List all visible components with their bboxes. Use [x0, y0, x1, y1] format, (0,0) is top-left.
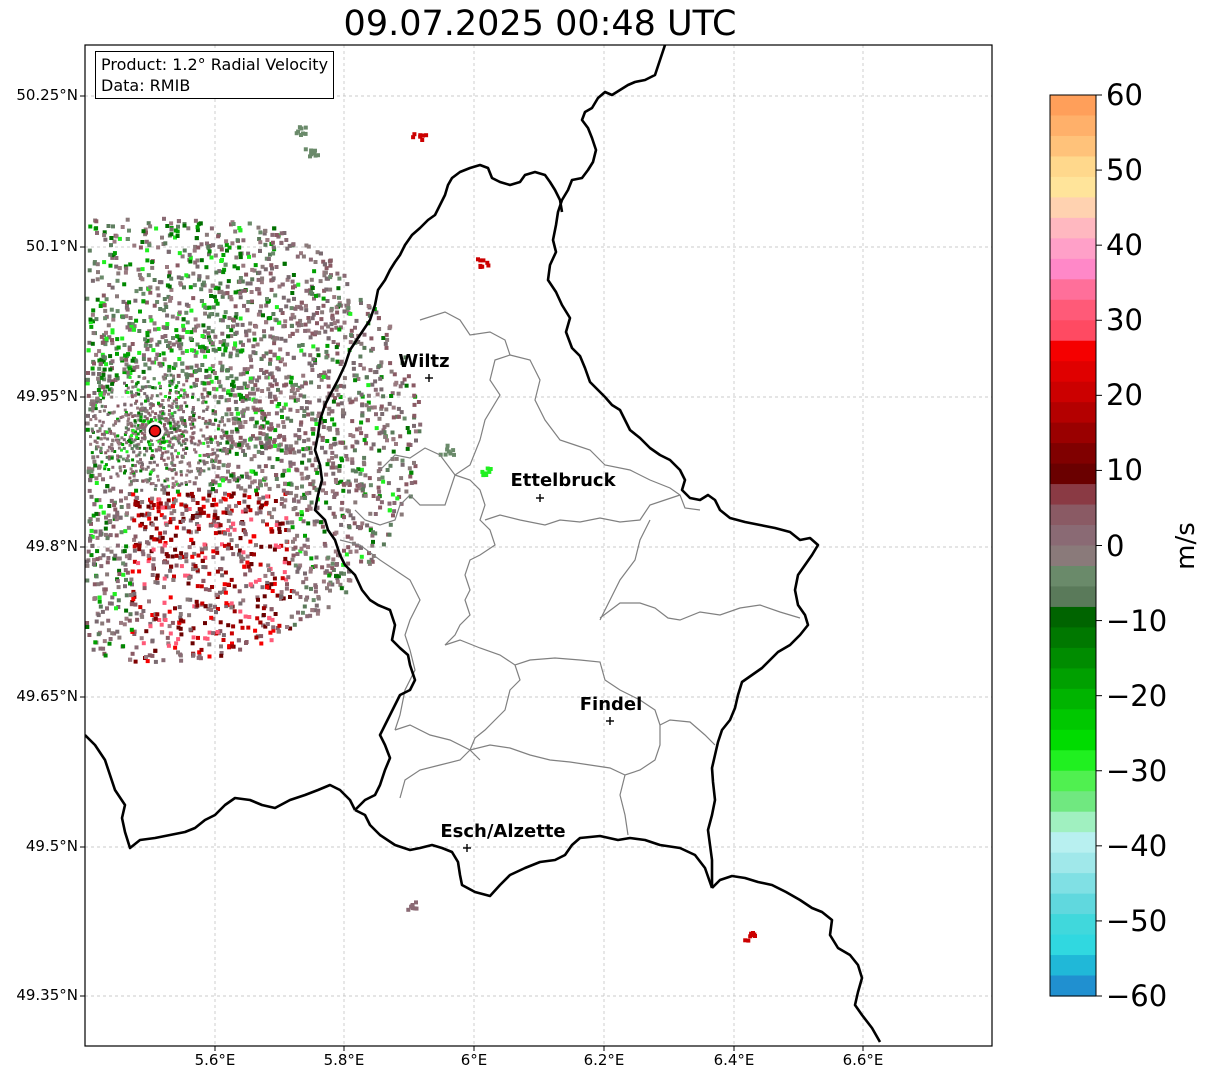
- colorbar-band: [1050, 873, 1096, 895]
- axis-ticks: [80, 95, 864, 1051]
- colorbar-band: [1050, 750, 1096, 772]
- lon-tick-label: 6.6°E: [842, 1051, 884, 1069]
- colorbar-tick-label: −40: [1106, 828, 1168, 863]
- colorbar-tick-label: −20: [1106, 678, 1168, 713]
- colorbar-band: [1050, 484, 1096, 506]
- colorbar-band: [1050, 832, 1096, 854]
- colorbar-band: [1050, 586, 1096, 608]
- lon-tick-label: 6.2°E: [583, 1051, 625, 1069]
- colorbar-band: [1050, 934, 1096, 956]
- colorbar-band: [1050, 668, 1096, 690]
- colorbar-band: [1050, 852, 1096, 874]
- colorbar-bands: [1050, 95, 1096, 997]
- colorbar-band: [1050, 770, 1096, 792]
- colorbar-band: [1050, 217, 1096, 239]
- colorbar-band: [1050, 156, 1096, 178]
- colorbar-band: [1050, 340, 1096, 362]
- colorbar-band: [1050, 320, 1096, 342]
- country-borders: [85, 45, 882, 1043]
- lat-tick-label: 50.25°N: [16, 86, 78, 104]
- colorbar-band: [1050, 361, 1096, 383]
- colorbar-band: [1050, 914, 1096, 936]
- colorbar-band: [1050, 258, 1096, 280]
- city-markers: [425, 374, 614, 852]
- city-label-ettelbruck: Ettelbruck: [510, 470, 616, 491]
- lat-tick-label: 49.5°N: [25, 837, 78, 855]
- colorbar-tick-label: 40: [1106, 228, 1143, 263]
- colorbar-band: [1050, 565, 1096, 588]
- radar-site-marker: [148, 424, 162, 438]
- colorbar-tick-label: 30: [1106, 303, 1143, 338]
- lat-tick-label: 49.8°N: [25, 537, 78, 555]
- colorbar-band: [1050, 279, 1096, 301]
- colorbar-tick-label: 60: [1106, 78, 1143, 112]
- lon-tick-label: 6.4°E: [713, 1051, 755, 1069]
- map-title: 09.07.2025 00:48 UTC: [343, 4, 737, 44]
- colorbar-tick-label: 10: [1106, 453, 1143, 488]
- lat-tick-label: 49.65°N: [16, 687, 78, 705]
- colorbar-tick-label: −10: [1106, 603, 1168, 638]
- colorbar-band: [1050, 238, 1096, 260]
- colorbar-label: m/s: [1171, 522, 1201, 570]
- canton-borders: [339, 311, 801, 836]
- colorbar-band: [1050, 545, 1096, 567]
- lat-tick-label: 50.1°N: [25, 237, 78, 255]
- city-label-esch-alzette: Esch/Alzette: [440, 821, 566, 842]
- lon-tick-label: 5.8°E: [323, 1051, 365, 1069]
- colorbar-band: [1050, 606, 1096, 629]
- colorbar-band: [1050, 627, 1096, 649]
- colorbar-band: [1050, 381, 1096, 403]
- colorbar-band: [1050, 443, 1096, 465]
- colorbar-tick-label: −30: [1106, 753, 1168, 788]
- lon-tick-label: 6°E: [460, 1051, 488, 1069]
- colorbar-band: [1050, 893, 1096, 915]
- colorbar-band: [1050, 95, 1096, 117]
- colorbar-band: [1050, 135, 1096, 158]
- colorbar-band: [1050, 463, 1096, 485]
- colorbar-tick-label: −50: [1106, 903, 1168, 938]
- colorbar-band: [1050, 299, 1096, 321]
- colorbar-band: [1050, 504, 1096, 526]
- colorbar-band: [1050, 791, 1096, 813]
- radar-echoes: [85, 125, 757, 943]
- colorbar-band: [1050, 115, 1096, 137]
- colorbar-band: [1050, 176, 1096, 198]
- map-border: [84, 44, 993, 1047]
- colorbar: [1049, 94, 1102, 997]
- colorbar-band: [1050, 975, 1096, 997]
- colorbar-band: [1050, 525, 1096, 547]
- colorbar-band: [1050, 422, 1096, 444]
- lat-tick-label: 49.35°N: [16, 986, 78, 1004]
- product-label: Product: 1.2° Radial Velocity: [101, 55, 329, 74]
- colorbar-band: [1050, 647, 1096, 669]
- colorbar-tick-label: 20: [1106, 378, 1143, 413]
- lon-tick-label: 5.6°E: [194, 1051, 236, 1069]
- colorbar-band: [1050, 709, 1096, 731]
- colorbar-band: [1050, 955, 1096, 977]
- colorbar-band: [1050, 197, 1096, 219]
- colorbar-band: [1050, 688, 1096, 710]
- colorbar-tick-label: 50: [1106, 153, 1143, 188]
- city-label-wiltz: Wiltz: [398, 351, 450, 372]
- colorbar-band: [1050, 402, 1096, 424]
- colorbar-tick-label: 0: [1106, 528, 1125, 563]
- city-label-findel: Findel: [579, 694, 643, 715]
- product-info-box: Product: 1.2° Radial Velocity Data: RMIB: [95, 51, 335, 99]
- colorbar-tick-label: −60: [1106, 979, 1168, 1013]
- colorbar-band: [1050, 729, 1096, 751]
- lat-tick-label: 49.95°N: [16, 387, 78, 405]
- colorbar-band: [1050, 811, 1096, 833]
- data-source-label: Data: RMIB: [101, 76, 191, 95]
